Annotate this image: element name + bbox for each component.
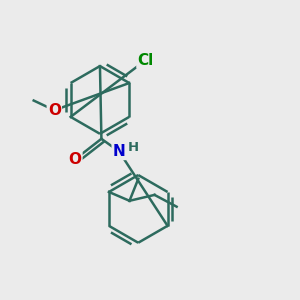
- Text: H: H: [128, 141, 140, 154]
- Text: Cl: Cl: [137, 53, 154, 68]
- Text: O: O: [68, 152, 81, 167]
- Text: O: O: [48, 103, 61, 118]
- Text: N: N: [113, 144, 125, 159]
